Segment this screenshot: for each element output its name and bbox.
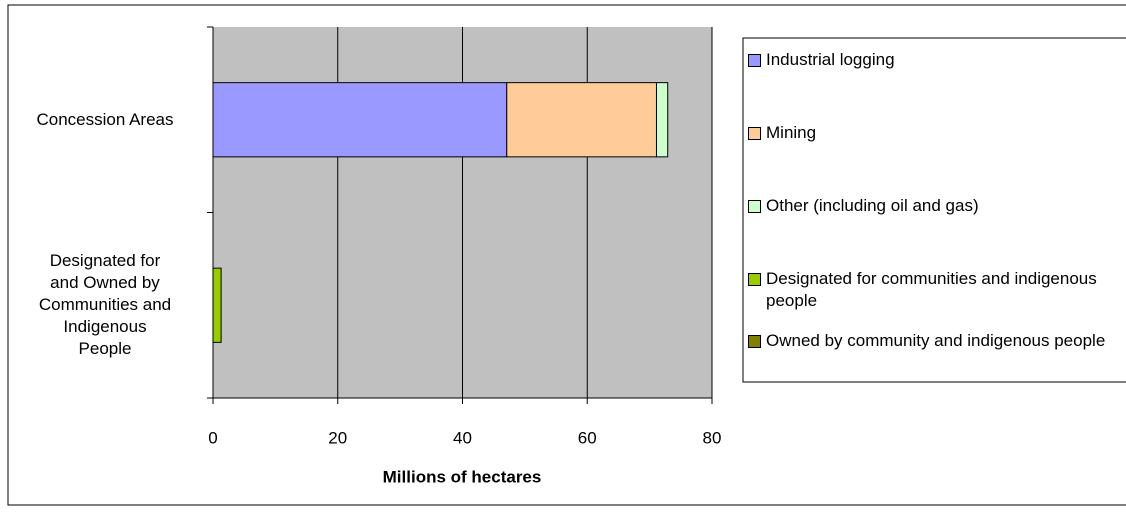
x-tick-label: 40: [453, 428, 472, 447]
legend-swatch: [748, 200, 761, 213]
y-tick-label: Designated for and Owned by Communities …: [38, 251, 172, 359]
legend-swatch: [748, 54, 761, 67]
legend-label: Designated for communities and indigenou…: [766, 269, 1097, 310]
x-tick-label: 60: [578, 428, 597, 447]
bar-segment: [212, 82, 508, 158]
legend-item: Owned by community and indigenous people: [748, 330, 1118, 352]
legend-label: Other (including oil and gas): [766, 196, 979, 215]
legend-item: Mining: [748, 122, 1118, 144]
legend-swatch: [748, 127, 761, 140]
legend-label: Owned by community and indigenous people: [766, 331, 1106, 350]
x-tick-label: 80: [703, 428, 722, 447]
x-axis-title: Millions of hectares: [383, 467, 542, 486]
legend-item: Industrial logging: [748, 49, 1118, 71]
bar-segment: [212, 267, 222, 343]
bar-segment: [506, 82, 657, 158]
x-tick-label: 0: [208, 428, 217, 447]
legend-label: Industrial logging: [766, 50, 895, 69]
y-tick-label: Concession Areas: [36, 109, 174, 129]
legend-label: Mining: [766, 123, 817, 142]
legend-swatch: [748, 273, 761, 286]
legend-item: Other (including oil and gas): [748, 195, 1118, 217]
x-tick-label: 20: [328, 428, 347, 447]
bar-segment: [655, 82, 669, 158]
legend-item: Designated for communities and indigenou…: [748, 268, 1118, 312]
legend-box: [742, 37, 1126, 383]
legend-swatch: [748, 335, 761, 348]
